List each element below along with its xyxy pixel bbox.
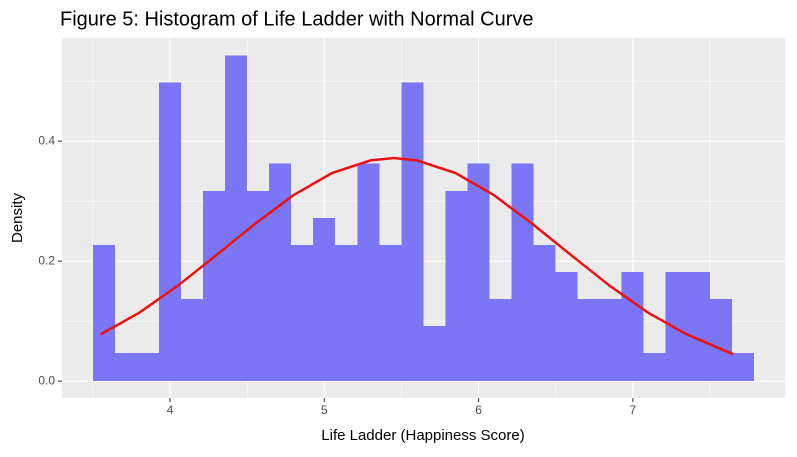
x-tick-label: 4 bbox=[167, 403, 174, 417]
bar bbox=[731, 353, 754, 382]
bar bbox=[136, 353, 159, 382]
normal-curve bbox=[99, 156, 734, 356]
x-tick-label: 7 bbox=[630, 403, 637, 417]
bar bbox=[643, 353, 666, 382]
bar bbox=[335, 245, 358, 382]
bar bbox=[114, 353, 137, 382]
bar bbox=[577, 299, 600, 382]
bar bbox=[555, 272, 578, 382]
bar bbox=[180, 299, 204, 382]
bar bbox=[511, 163, 534, 382]
bar bbox=[533, 245, 556, 382]
x-axis-label: Life Ladder (Happiness Score) bbox=[321, 427, 524, 444]
bar bbox=[467, 163, 490, 382]
x-tick-label: 6 bbox=[475, 403, 482, 417]
bar bbox=[158, 82, 181, 382]
bar bbox=[203, 191, 226, 382]
bar bbox=[92, 245, 115, 382]
bar bbox=[621, 272, 644, 382]
bar bbox=[423, 326, 446, 382]
bar bbox=[709, 299, 732, 382]
bar bbox=[489, 299, 512, 382]
y-tick-label: 0.0 bbox=[38, 373, 55, 387]
bar bbox=[445, 191, 468, 382]
bar bbox=[357, 163, 380, 382]
bar bbox=[291, 245, 314, 382]
bar bbox=[379, 245, 402, 382]
chart-title: Figure 5: Histogram of Life Ladder with … bbox=[60, 8, 534, 30]
bar bbox=[313, 218, 336, 382]
y-tick-label: 0.2 bbox=[38, 253, 55, 267]
bar bbox=[269, 163, 292, 382]
bar bbox=[599, 299, 622, 382]
bar bbox=[665, 272, 688, 382]
x-tick-label: 5 bbox=[321, 403, 328, 417]
y-axis-label: Density bbox=[9, 192, 26, 243]
bar bbox=[401, 82, 424, 382]
bar bbox=[687, 272, 710, 382]
y-tick-label: 0.4 bbox=[38, 133, 55, 147]
bar bbox=[247, 191, 270, 382]
bar bbox=[225, 55, 248, 382]
